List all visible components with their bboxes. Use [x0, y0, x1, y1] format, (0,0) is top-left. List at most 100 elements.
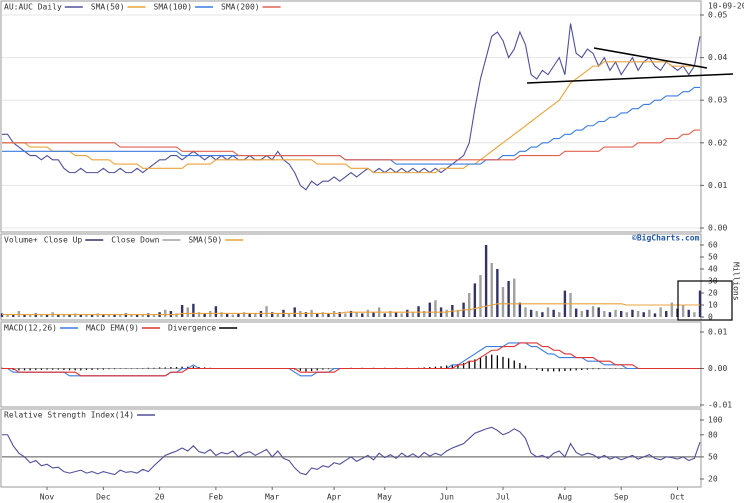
bar [17, 311, 21, 317]
bar [310, 368, 313, 372]
x-tick-label: Jul [496, 493, 511, 502]
bar [546, 307, 550, 317]
bar [513, 360, 515, 369]
bar [158, 367, 161, 369]
legend-label: MACD EMA(9) [86, 324, 139, 333]
y-axis-label: Millions [732, 262, 741, 301]
bar [322, 368, 324, 370]
bar [113, 314, 116, 317]
panel [0, 0, 702, 233]
series-line [2, 129, 700, 161]
bar [170, 367, 172, 369]
y-tick-label: 20 [708, 475, 718, 484]
bar [344, 313, 347, 317]
series-line [2, 61, 700, 174]
legend-label: SMA(100) [154, 3, 193, 12]
bar [564, 368, 566, 372]
bar [524, 307, 527, 317]
bar [90, 314, 94, 317]
bar [687, 309, 690, 317]
bar [338, 312, 341, 317]
bar [305, 368, 307, 372]
bar [214, 306, 218, 317]
bar [681, 305, 685, 317]
bar [327, 313, 330, 317]
legend-label: SMA(50) [91, 3, 125, 12]
bar [484, 245, 488, 317]
bar [220, 312, 223, 317]
bar [659, 307, 662, 317]
y-tick-label: 0.01 [708, 328, 727, 337]
bar [135, 314, 139, 317]
bar [28, 314, 32, 317]
bar [96, 313, 99, 317]
bar [186, 307, 189, 317]
legend-label: AU:AUC Daily [4, 3, 62, 12]
bar [693, 312, 696, 317]
bar [85, 314, 88, 317]
bar [597, 307, 600, 317]
bar [175, 313, 178, 317]
y-tick-label: 50 [708, 253, 718, 262]
bar [0, 313, 4, 317]
bar [406, 309, 409, 317]
date-label: 10-09-20 [708, 2, 744, 11]
bar [52, 368, 54, 370]
series-line [2, 426, 701, 476]
bar [107, 314, 111, 317]
bar [23, 314, 26, 317]
bar [299, 311, 302, 317]
bar [502, 356, 504, 369]
bar [496, 355, 499, 369]
y-tick-label: 20 [708, 289, 718, 298]
x-tick-label: Aug [558, 493, 573, 502]
bar [518, 302, 522, 317]
legend-label: Divergence [168, 324, 216, 333]
y-tick-label: 0.01 [708, 181, 727, 190]
highlight-box [677, 280, 733, 321]
bar [586, 368, 589, 370]
bar [536, 368, 538, 370]
bar [349, 311, 353, 317]
bar [456, 309, 460, 317]
legend-label: Relative Strength Index(14) [4, 411, 134, 420]
bar [192, 303, 195, 317]
bar [153, 367, 155, 369]
bar [462, 363, 465, 369]
bar [580, 311, 583, 317]
bar [383, 313, 386, 317]
bar [34, 313, 37, 317]
x-tick-label: Sep [614, 493, 629, 502]
bar [175, 367, 178, 369]
bar [45, 314, 49, 317]
bar [209, 311, 212, 317]
bar [507, 281, 510, 317]
bar [569, 368, 572, 371]
bar [130, 314, 133, 317]
bar [242, 312, 246, 317]
bar [541, 368, 544, 372]
bar [366, 309, 370, 317]
bar [445, 309, 448, 317]
bar [636, 311, 640, 317]
y-tick-label: 60 [708, 241, 718, 250]
bar [164, 309, 167, 317]
bar [18, 368, 20, 371]
bar [192, 366, 195, 369]
bar [102, 368, 104, 370]
bar [321, 312, 325, 317]
bar [197, 312, 201, 317]
bar [400, 313, 403, 317]
x-tick-label: Mar [265, 493, 280, 502]
bar [394, 312, 398, 317]
panel [0, 321, 702, 408]
bar [198, 367, 200, 369]
x-tick-label: 20 [155, 493, 165, 502]
legend-label: MACD(12,26) [4, 324, 57, 333]
bar [40, 368, 43, 370]
bar [6, 314, 9, 317]
bar [474, 359, 476, 369]
bar [73, 313, 77, 317]
bar [113, 368, 116, 370]
